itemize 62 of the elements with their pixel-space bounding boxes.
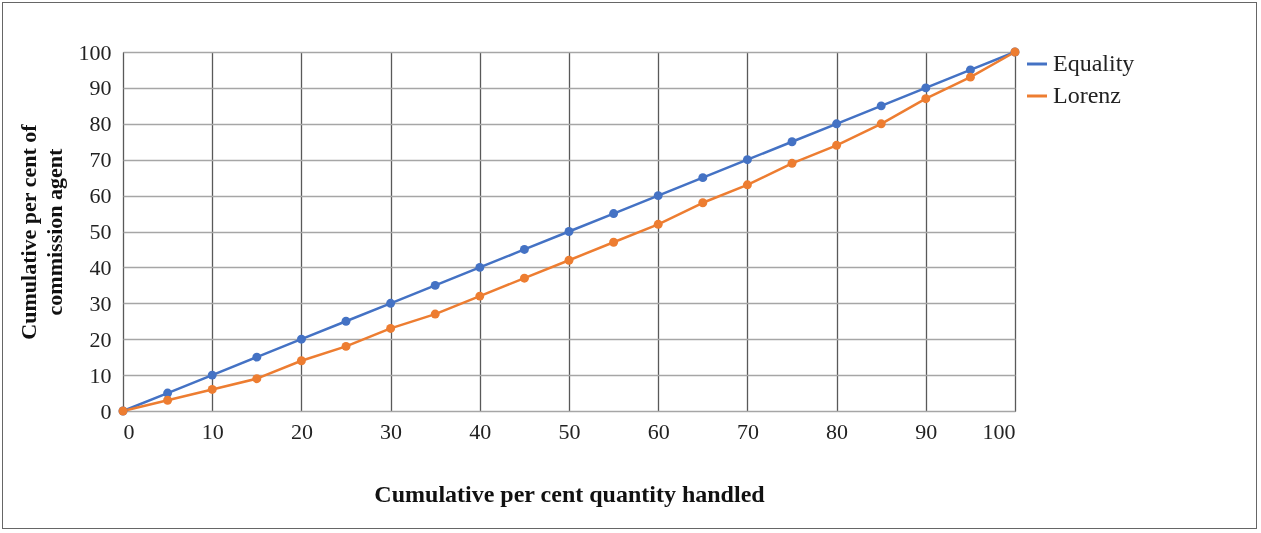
y-tick-label: 60 (89, 183, 112, 209)
point (519, 244, 529, 254)
point (341, 341, 351, 351)
x-tick-label: 30 (380, 418, 403, 444)
point (341, 316, 351, 326)
point (965, 72, 975, 82)
y-tick-label: 80 (89, 111, 112, 137)
point (296, 334, 306, 344)
point (876, 119, 886, 129)
y-tick-label: 0 (100, 398, 112, 424)
y-tick-label: 10 (89, 362, 112, 388)
point (787, 158, 797, 168)
point (386, 323, 396, 333)
x-tick-label: 100 (982, 418, 1016, 444)
x-tick-label: 80 (826, 418, 849, 444)
point (564, 255, 574, 265)
point (475, 291, 485, 301)
point (609, 209, 619, 219)
point (207, 370, 217, 380)
x-axis-title: Cumulative per cent quantity handled (374, 480, 766, 507)
y-tick-label: 40 (89, 254, 112, 280)
point (698, 198, 708, 208)
x-tick-label: 40 (469, 418, 492, 444)
x-tick-label: 90 (915, 418, 938, 444)
point (832, 140, 842, 150)
point (475, 262, 485, 272)
point (787, 137, 797, 147)
point (742, 155, 752, 165)
point (519, 273, 529, 283)
point (564, 227, 574, 236)
y-tick-label: 90 (89, 75, 112, 101)
point (609, 237, 619, 247)
y-tick-label: 100 (78, 39, 112, 65)
point (921, 94, 931, 104)
point (430, 309, 440, 319)
y-tick-label: 30 (89, 290, 112, 316)
x-tick-label: 0 (123, 418, 135, 444)
point (876, 101, 886, 111)
x-tick-label: 50 (558, 418, 581, 444)
x-tick-label: 60 (647, 418, 670, 444)
point (163, 395, 173, 405)
point (430, 280, 440, 290)
legend-label: Equality (1053, 50, 1135, 76)
y-axis-title: Cumulative per cent of commission agent (15, 123, 67, 340)
y-tick-label: 20 (89, 326, 112, 352)
point (832, 119, 842, 129)
point (698, 173, 708, 183)
point (296, 356, 306, 366)
x-tick-label: 20 (290, 418, 313, 444)
x-tick-label: 70 (736, 418, 759, 444)
point (653, 191, 663, 201)
point (207, 385, 217, 394)
y-tick-label: 70 (89, 147, 112, 173)
point (653, 219, 663, 229)
y-tick-label: 50 (89, 219, 112, 244)
point (252, 374, 262, 384)
point (252, 352, 262, 362)
legend-label: Lorenz (1053, 82, 1121, 108)
x-tick-label: 10 (201, 418, 224, 444)
point (742, 180, 752, 190)
point (386, 298, 396, 308)
point (921, 83, 931, 93)
